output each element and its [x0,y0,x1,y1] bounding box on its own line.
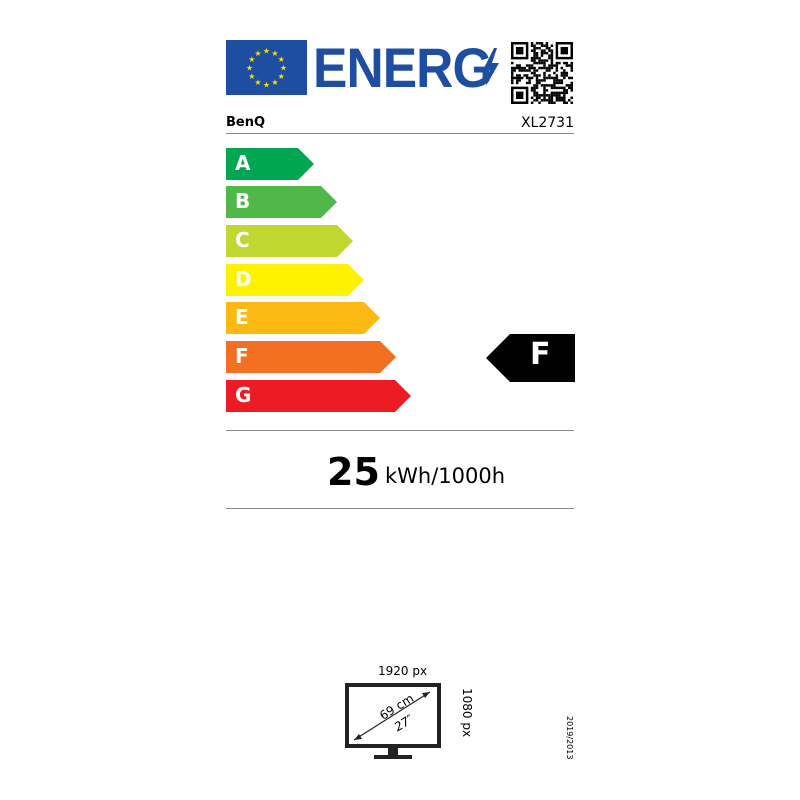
energy-class-label: D [235,267,252,291]
divider [226,508,574,509]
star-icon: ★ [263,47,270,56]
model-name: XL2731 [520,115,574,131]
qr-code[interactable] [511,42,573,104]
consumption-unit: kWh/1000h [385,464,506,488]
star-icon: ★ [280,64,287,73]
star-icon: ★ [248,72,255,81]
divider [226,133,574,134]
energy-class-label: C [235,228,250,252]
energy-class-label: E [235,305,249,329]
screen-height-px: 1080 px [460,688,474,738]
lightning-icon [483,48,499,86]
star-icon: ★ [254,78,261,87]
star-icon: ★ [271,78,278,87]
energy-class-label: A [235,151,251,175]
monitor-icon [345,683,441,759]
star-icon: ★ [246,64,253,73]
consumption-value: 25 [327,450,380,494]
star-icon: ★ [254,49,261,58]
regulation-number: 2019/2013 [565,716,574,760]
star-icon: ★ [248,55,255,64]
energy-class-label: F [235,344,249,368]
star-icon: ★ [271,49,278,58]
energy-class-label: B [235,189,251,213]
rated-class-label: F [530,337,551,372]
brand-name: BenQ [226,115,266,130]
eu-flag-logo: ★ ★ ★ ★ ★ ★ ★ ★ ★ ★ ★ ★ [226,40,307,95]
star-icon: ★ [263,81,270,90]
energy-class-label: G [235,383,252,407]
energy-label-title: ENERG [313,36,493,99]
star-icon: ★ [278,55,285,64]
divider [226,430,574,431]
star-icon: ★ [278,72,285,81]
rated-class-indicator [486,334,575,382]
screen-width-px: 1920 px [378,664,428,678]
